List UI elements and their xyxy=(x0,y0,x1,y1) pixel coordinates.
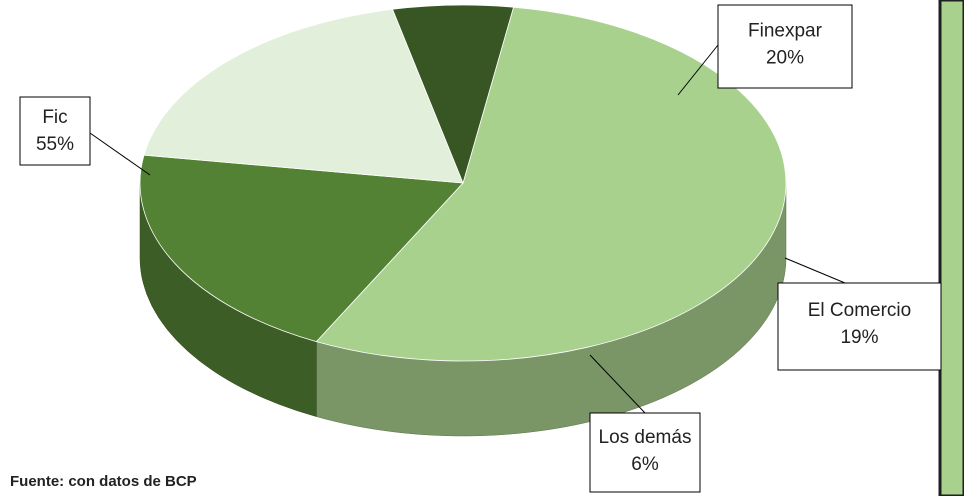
label-value: 19% xyxy=(840,327,878,348)
leader-line xyxy=(677,44,719,96)
leader-line xyxy=(589,354,646,414)
label-box xyxy=(19,96,91,166)
label-value: 20% xyxy=(766,48,804,69)
data-label: Finexpar 20% xyxy=(748,21,823,69)
label-category: Finexpar xyxy=(748,21,823,42)
label-box xyxy=(777,282,942,371)
label-value: 55% xyxy=(36,134,74,155)
label-box xyxy=(717,4,853,89)
label-value: 6% xyxy=(631,454,659,475)
data-label: Fic 55% xyxy=(36,107,74,155)
label-box xyxy=(589,412,701,493)
source-note: Fuente: con datos de BCP xyxy=(10,473,197,490)
label-category: Fic xyxy=(42,107,67,128)
slice xyxy=(315,6,787,362)
side-panel xyxy=(938,0,964,496)
leader-line xyxy=(784,257,846,284)
leader-line xyxy=(89,132,151,176)
label-category: El Comercio xyxy=(808,300,911,321)
data-label: El Comercio 19% xyxy=(808,300,911,348)
slice xyxy=(139,154,464,343)
slice xyxy=(143,8,464,184)
slice xyxy=(391,4,515,185)
label-category: Los demás xyxy=(599,427,692,448)
data-label: Los demás 6% xyxy=(599,427,692,475)
